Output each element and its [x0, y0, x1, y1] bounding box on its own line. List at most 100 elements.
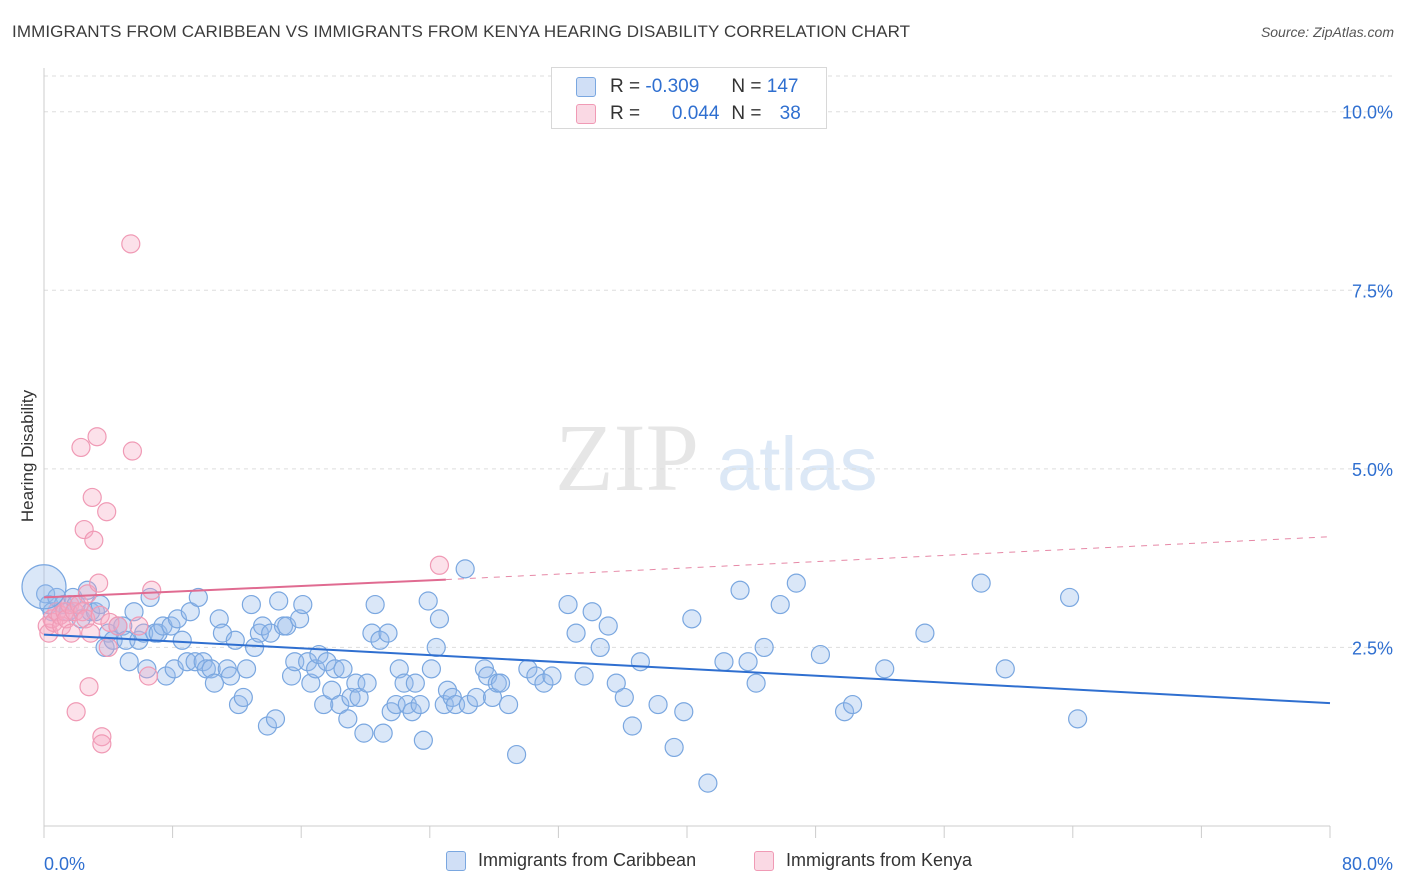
caribbean-point: [458, 694, 478, 715]
kenya-point: [429, 555, 450, 575]
r-value: -0.309: [645, 76, 700, 97]
caribbean-point: [455, 559, 475, 579]
caribbean-point: [389, 659, 409, 679]
y-tick-label: 5.0%: [1352, 460, 1393, 480]
x-tick-label-min: 0.0%: [44, 854, 85, 874]
legend-item-kenya[interactable]: Immigrants from Kenya: [754, 850, 972, 871]
caribbean-point: [606, 673, 626, 693]
kenya-swatch: [754, 850, 774, 871]
caribbean-point: [354, 723, 374, 743]
caribbean-point: [590, 637, 610, 658]
kenya-point: [90, 605, 110, 625]
caribbean-point: [648, 694, 668, 715]
kenya-point: [92, 734, 112, 754]
caribbean-point: [1068, 709, 1088, 729]
caribbean-point: [373, 723, 393, 743]
kenya-point: [76, 609, 96, 629]
caribbean-point: [177, 652, 197, 672]
caribbean-point: [301, 673, 321, 693]
legend-label: Immigrants from Caribbean: [478, 850, 697, 870]
r-label: R =: [610, 76, 641, 97]
caribbean-point: [257, 716, 278, 736]
caribbean-point: [196, 659, 216, 679]
caribbean-point: [622, 716, 642, 736]
stats-legend: R = -0.309 N = 147 R = 0.044 N = 38: [551, 67, 827, 129]
caribbean-point: [534, 673, 554, 693]
kenya-point: [89, 573, 109, 593]
kenya-trend-extension: [445, 536, 1331, 581]
caribbean-point: [36, 584, 56, 604]
caribbean-point: [614, 687, 634, 708]
caribbean-point: [698, 773, 718, 793]
caribbean-point: [418, 591, 438, 611]
caribbean-point: [490, 673, 511, 693]
y-tick-label: 10.0%: [1342, 103, 1393, 123]
caribbean-point: [220, 666, 241, 686]
kenya-point: [97, 502, 117, 522]
caribbean-point: [119, 652, 139, 672]
caribbean-point: [298, 652, 318, 672]
x-tick-label-max: 80.0%: [1342, 854, 1393, 874]
kenya-point: [82, 487, 102, 508]
grid-lines: [44, 75, 1392, 648]
kenya-point: [108, 616, 128, 636]
chart-title: IMMIGRANTS FROM CARIBBEAN VS IMMIGRANTS …: [12, 22, 911, 41]
kenya-point: [81, 623, 101, 643]
caribbean-point: [664, 737, 684, 758]
caribbean-point: [674, 702, 694, 722]
kenya-point: [92, 727, 112, 747]
stats-row-kenya: R = 0.044 N = 38: [576, 101, 801, 127]
caribbean-point: [365, 594, 385, 615]
n-value: 38: [779, 103, 801, 124]
caribbean-point: [161, 616, 181, 636]
caribbean-point: [730, 580, 750, 600]
caribbean-point: [236, 659, 257, 679]
caribbean-point: [314, 694, 334, 715]
caribbean-point: [1059, 587, 1080, 608]
kenya-point: [66, 702, 86, 722]
y-axis-label: Hearing Disability: [18, 389, 37, 523]
caribbean-point: [754, 637, 774, 658]
caribbean-point: [574, 666, 594, 686]
caribbean-point: [188, 587, 208, 608]
caribbean-point: [281, 666, 302, 686]
tick-labels: 2.5% 5.0% 7.5% 10.0% 0.0% 80.0%: [44, 103, 1393, 874]
trend-lines: [43, 536, 1331, 705]
caribbean-point: [810, 644, 831, 665]
caribbean-point: [201, 659, 221, 679]
caribbean-point: [402, 702, 422, 722]
kenya-point: [129, 616, 149, 636]
kenya-point: [142, 580, 162, 600]
kenya-point: [121, 234, 141, 254]
caribbean-point: [410, 694, 430, 715]
caribbean-point: [498, 694, 519, 715]
caribbean-point: [265, 709, 286, 729]
caribbean-point: [330, 694, 350, 715]
legend-item-caribbean[interactable]: Immigrants from Caribbean: [446, 850, 696, 871]
kenya-trend-line: [43, 578, 446, 599]
caribbean-point: [378, 623, 398, 643]
caribbean-point: [338, 709, 358, 729]
caribbean-point: [233, 687, 253, 708]
caribbean-point: [598, 616, 618, 636]
caribbean-point: [682, 609, 702, 629]
caribbean-point: [582, 602, 602, 622]
watermark-zip: ZIP: [555, 404, 699, 511]
caribbean-point: [341, 687, 361, 708]
caribbean-point: [526, 666, 546, 686]
caribbean-point: [786, 573, 806, 593]
n-label: N =: [731, 76, 762, 97]
chart-source: Source: ZipAtlas.com: [1260, 24, 1394, 40]
caribbean-point: [834, 702, 855, 722]
caribbean-point: [738, 652, 758, 672]
caribbean-point: [386, 694, 406, 715]
caribbean-point: [346, 673, 366, 693]
r-label: R =: [610, 103, 641, 124]
kenya-point: [138, 666, 159, 686]
caribbean-point: [566, 623, 586, 643]
caribbean-point: [241, 594, 261, 615]
caribbean-point: [971, 573, 991, 593]
data-points: [21, 234, 1088, 793]
kenya-point: [61, 623, 81, 643]
